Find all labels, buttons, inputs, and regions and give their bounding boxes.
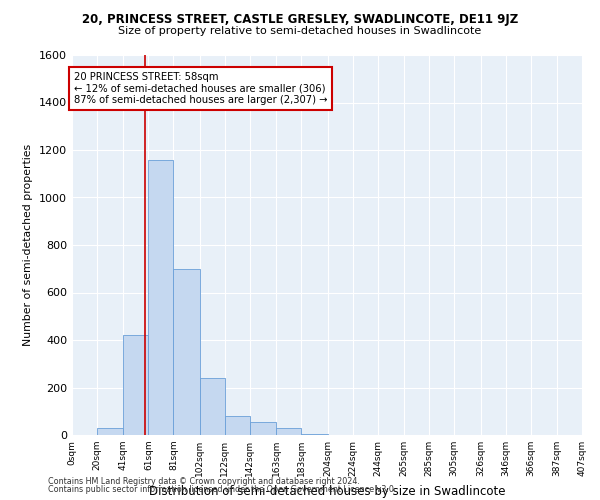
Bar bbox=[276, 428, 301, 435]
Y-axis label: Number of semi-detached properties: Number of semi-detached properties bbox=[23, 144, 34, 346]
Text: 20 PRINCESS STREET: 58sqm
← 12% of semi-detached houses are smaller (306)
87% of: 20 PRINCESS STREET: 58sqm ← 12% of semi-… bbox=[74, 72, 328, 105]
Text: Contains HM Land Registry data © Crown copyright and database right 2024.: Contains HM Land Registry data © Crown c… bbox=[48, 477, 360, 486]
Bar bbox=[250, 422, 276, 435]
Bar bbox=[225, 416, 250, 435]
Bar bbox=[97, 428, 124, 435]
Text: 20, PRINCESS STREET, CASTLE GRESLEY, SWADLINCOTE, DE11 9JZ: 20, PRINCESS STREET, CASTLE GRESLEY, SWA… bbox=[82, 12, 518, 26]
Bar bbox=[200, 378, 225, 435]
Text: Size of property relative to semi-detached houses in Swadlincote: Size of property relative to semi-detach… bbox=[118, 26, 482, 36]
Text: Contains public sector information licensed under the Open Government Licence v3: Contains public sector information licen… bbox=[48, 485, 397, 494]
Bar bbox=[301, 434, 328, 435]
Bar bbox=[124, 335, 148, 435]
Bar bbox=[173, 269, 200, 435]
Bar bbox=[148, 160, 173, 435]
X-axis label: Distribution of semi-detached houses by size in Swadlincote: Distribution of semi-detached houses by … bbox=[149, 484, 505, 498]
